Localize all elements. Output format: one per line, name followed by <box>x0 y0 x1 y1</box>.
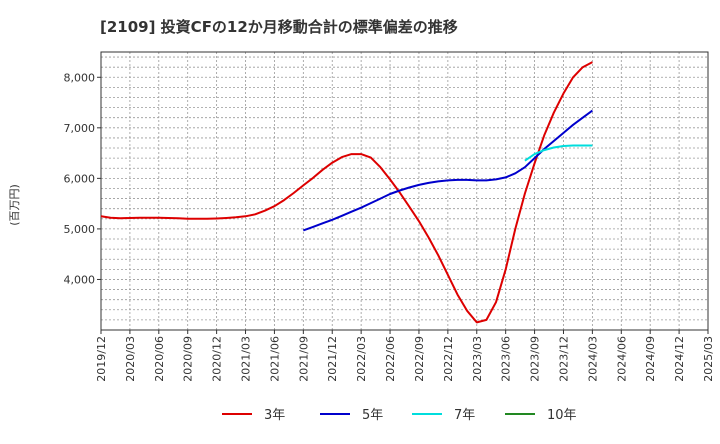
x-tick-label: 2021/12 <box>326 336 339 382</box>
x-tick-label: 2025/03 <box>702 336 715 382</box>
x-tick-label: 2023/12 <box>557 336 570 382</box>
x-tick-label: 2022/12 <box>442 336 455 382</box>
series-line-5年 <box>302 109 593 232</box>
y-axis-label: (百万円) <box>8 184 21 226</box>
plot-area: 4,000 5,000 6,000 7,000 8,000 2019/12 2020/03 2… <box>64 51 715 382</box>
x-tick-label: 2022/03 <box>355 336 368 382</box>
x-tick-label: 2024/09 <box>644 336 657 382</box>
legend-label: 7年 <box>454 408 475 423</box>
x-tick-label: 2023/09 <box>529 336 542 382</box>
y-tick-label: 5,000 <box>64 223 96 236</box>
x-tick-label: 2024/12 <box>673 336 686 382</box>
y-tick-label: 7,000 <box>64 122 96 135</box>
series-line-3年 <box>100 61 593 324</box>
x-tick-label: 2023/03 <box>471 336 484 382</box>
x-tick-label: 2022/09 <box>413 336 426 382</box>
x-tick-label: 2019/12 <box>95 336 108 382</box>
x-tick-label: 2020/03 <box>124 336 137 382</box>
x-tick-label: 2022/06 <box>384 336 397 382</box>
x-tick-label: 2024/03 <box>586 336 599 382</box>
chart-title: [2109] 投資CFの12か月移動合計の標準偏差の推移 <box>100 18 458 36</box>
x-tick-label: 2020/06 <box>153 336 166 382</box>
y-tick-label: 8,000 <box>64 71 96 84</box>
y-tick-label: 6,000 <box>64 172 96 185</box>
x-tick-label: 2020/09 <box>182 336 195 382</box>
legend-label: 10年 <box>547 408 577 423</box>
plot-background <box>101 52 708 330</box>
series-line-7年 <box>524 144 593 162</box>
plot-frame <box>100 51 709 331</box>
legend-label: 3年 <box>264 408 285 423</box>
x-tick-label: 2021/03 <box>240 336 253 382</box>
x-tick-label: 2021/09 <box>297 336 310 382</box>
x-tick-label: 2020/12 <box>211 336 224 382</box>
legend: 3年 5年 7年 10年 <box>222 408 577 423</box>
x-tick-label: 2024/06 <box>615 336 628 382</box>
legend-label: 5年 <box>362 408 383 423</box>
y-tick-label: 4,000 <box>64 273 96 286</box>
x-tick-label: 2021/06 <box>268 336 281 382</box>
x-tick-label: 2023/06 <box>500 336 513 382</box>
